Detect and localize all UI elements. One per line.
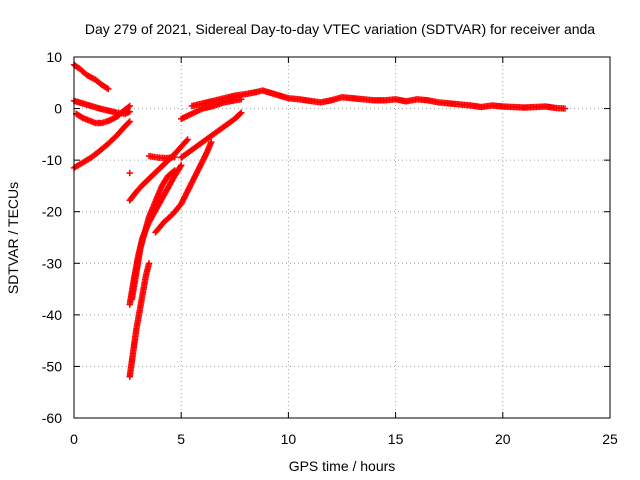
y-tick-label: -40	[42, 307, 62, 323]
x-tick-label: 15	[388, 431, 404, 447]
data-marks	[70, 61, 569, 380]
data-point	[96, 79, 103, 86]
data-point	[203, 150, 210, 158]
data-point	[150, 171, 157, 178]
data-point	[182, 138, 189, 146]
data-point	[183, 137, 190, 144]
data-point	[177, 163, 184, 170]
data-point	[81, 69, 88, 76]
data-point	[186, 148, 193, 155]
data-point	[117, 127, 125, 134]
data-point	[151, 199, 159, 207]
data-point	[84, 116, 91, 123]
data-point	[175, 145, 183, 153]
data-point	[236, 110, 244, 117]
y-tick-label: -30	[42, 255, 62, 271]
plot-frame	[73, 56, 611, 419]
data-point	[117, 110, 124, 117]
data-point	[175, 203, 183, 210]
data-point	[197, 106, 205, 113]
x-tick-label: 25	[602, 431, 618, 447]
data-point	[103, 84, 111, 92]
data-point	[168, 169, 176, 176]
data-point	[169, 154, 177, 161]
data-point	[126, 169, 133, 177]
x-tick-label: 10	[281, 431, 297, 447]
y-tick-label: -10	[42, 152, 62, 168]
grid	[74, 57, 610, 418]
data-point	[76, 113, 84, 120]
data-point	[228, 117, 236, 125]
data-point	[235, 111, 243, 118]
axis-ticks: 0 5 10 15 20 25 10 0 -10 -20 -30 -40 -50 -60	[42, 49, 618, 447]
data-point	[125, 119, 132, 126]
data-point	[94, 149, 101, 156]
data-point	[196, 140, 204, 148]
data-point	[145, 261, 152, 269]
data-point	[560, 105, 567, 112]
y-tick-label: -20	[42, 204, 62, 220]
data-point	[207, 133, 214, 140]
data-point	[170, 168, 177, 175]
data-point	[125, 103, 132, 111]
x-tick-label: 5	[177, 431, 185, 447]
data-point	[143, 177, 151, 184]
data-point	[131, 191, 138, 198]
data-point	[163, 174, 170, 182]
data-point	[207, 140, 214, 147]
data-point	[141, 230, 148, 238]
y-tick-label: 10	[46, 49, 62, 65]
data-point	[124, 120, 131, 127]
x-tick-label: 0	[70, 431, 78, 447]
data-point	[111, 134, 118, 141]
data-point	[123, 104, 131, 112]
chart-title: Day 279 of 2021, Sidereal Day-to-day VTE…	[85, 21, 595, 37]
y-axis-label: SDTVAR / TECUs	[5, 182, 21, 294]
y-tick-label: 0	[54, 101, 62, 117]
y-tick-label: -50	[42, 358, 62, 374]
data-point	[158, 221, 166, 228]
x-tick-label: 20	[495, 431, 511, 447]
data-point	[176, 164, 183, 172]
data-point	[102, 84, 109, 91]
data-point	[145, 215, 152, 222]
x-axis-label: GPS time / hours	[289, 458, 396, 474]
data-point	[137, 184, 144, 191]
data-point	[74, 64, 82, 71]
data-point	[156, 165, 163, 172]
data-point	[218, 125, 225, 132]
y-tick-label: -60	[42, 410, 62, 426]
data-point	[102, 142, 110, 149]
data-point	[103, 118, 110, 125]
data-point	[166, 213, 174, 220]
